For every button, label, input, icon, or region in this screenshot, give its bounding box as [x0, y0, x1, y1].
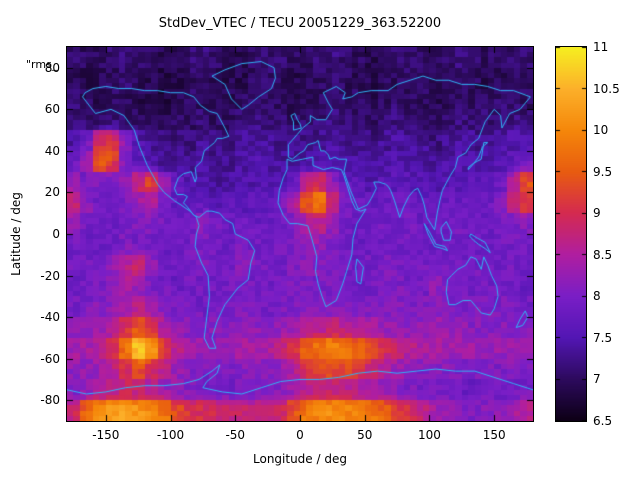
y-tick-label: -20 [40, 268, 60, 283]
colorbar-tick-label: 11 [593, 40, 609, 54]
x-axis-title: Longitude / deg [253, 452, 347, 466]
y-tick-label: 0 [52, 227, 60, 241]
colorbar [555, 46, 587, 422]
colorbar-tick-label: 7.5 [593, 330, 613, 345]
colorbar-tick-label: 8.5 [593, 247, 613, 262]
x-tick-label: -100 [156, 428, 185, 442]
y-tick-label: -60 [40, 351, 60, 366]
x-tick-label: 50 [357, 428, 373, 442]
colorbar-tick-label: 7 [593, 372, 601, 387]
colorbar-canvas [556, 47, 586, 421]
rms-corner-label: "rms_ [26, 58, 58, 71]
y-tick-label: 60 [44, 102, 60, 117]
y-tick-label: 20 [44, 185, 60, 200]
x-tick-label: -50 [225, 428, 246, 442]
y-tick-label: -40 [40, 310, 60, 325]
colorbar-tick-label: 10 [593, 123, 609, 138]
y-tick-label: 40 [44, 143, 60, 158]
colorbar-tick-label: 10.5 [593, 81, 620, 96]
colorbar-tick-label: 8 [593, 289, 601, 304]
colorbar-tick-label: 9.5 [593, 164, 613, 179]
plot-area [66, 46, 534, 422]
heatmap-canvas [67, 47, 533, 421]
colorbar-tick-label: 9 [593, 206, 601, 221]
colorbar-tick-label: 6.5 [593, 414, 613, 428]
y-tick-label: 80 [44, 60, 60, 75]
x-tick-label: 150 [482, 428, 506, 442]
y-tick-label: -80 [40, 393, 60, 408]
x-tick-label: -150 [92, 428, 120, 442]
x-tick-label: 0 [296, 428, 304, 442]
chart-title: StdDev_VTEC / TECU 20051229_363.52200 [158, 16, 442, 31]
x-tick-label: 100 [417, 428, 441, 442]
